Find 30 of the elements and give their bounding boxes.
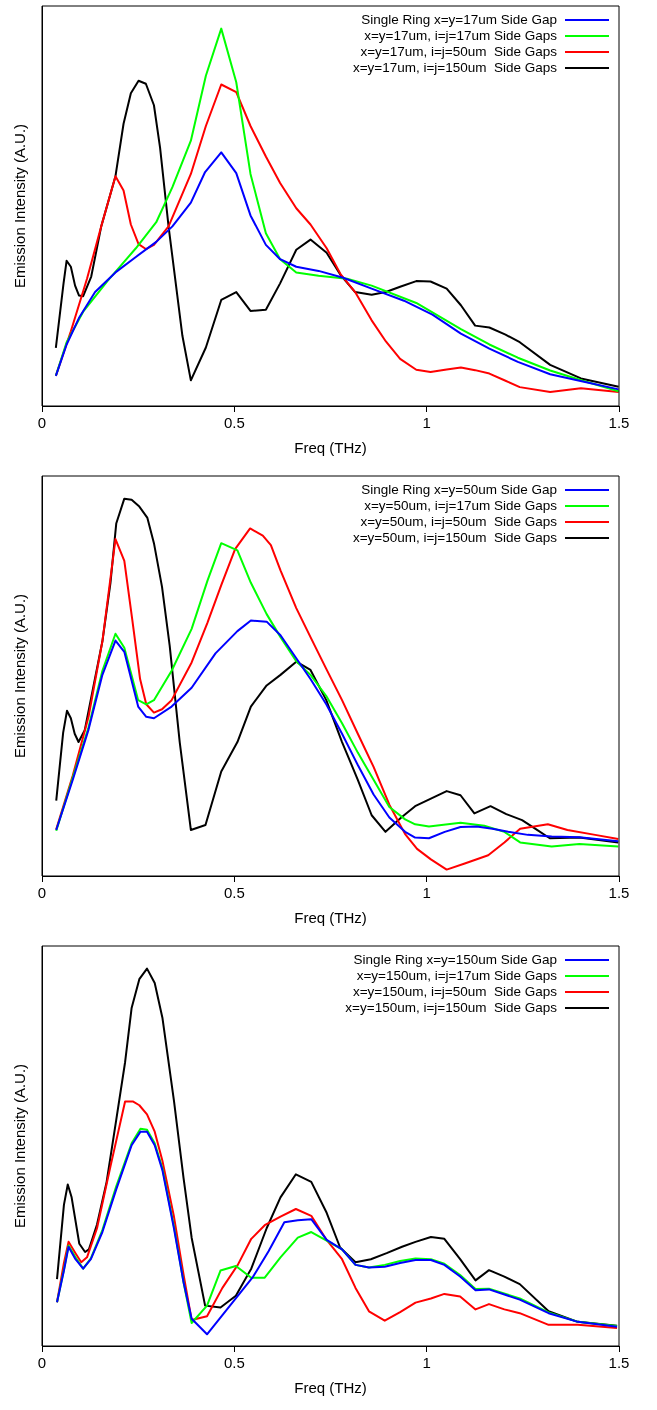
legend-label: x=y=50um, i=j=17um Side Gaps bbox=[364, 498, 557, 514]
legend-label: x=y=150um, i=j=50um Side Gaps bbox=[352, 984, 557, 1000]
y-axis-title: Emission Intensity (A.U.) bbox=[11, 1063, 29, 1229]
x-axis-title: Freq (THz) bbox=[294, 1379, 367, 1397]
x-tick-label: 1.5 bbox=[608, 414, 630, 432]
x-tick-label: 0.5 bbox=[223, 884, 245, 902]
legend-label: x=y=150um, i=j=150um Side Gaps bbox=[345, 1000, 557, 1016]
legend-label: x=y=50um, i=j=50um Side Gaps bbox=[360, 514, 557, 530]
y-axis-title: Emission Intensity (A.U.) bbox=[11, 593, 29, 759]
legend-label: x=y=50um, i=j=150um Side Gaps bbox=[352, 530, 557, 546]
x-tick-label: 1 bbox=[422, 884, 431, 902]
legend-label: Single Ring x=y=17um Side Gap bbox=[361, 12, 557, 28]
x-tick-label: 0 bbox=[37, 1354, 47, 1372]
x-tick-label: 1.5 bbox=[608, 884, 630, 902]
legend-label: x=y=150um, i=j=17um Side Gaps bbox=[356, 968, 557, 984]
x-tick-label: 0.5 bbox=[223, 414, 245, 432]
legend-label: Single Ring x=y=50um Side Gap bbox=[361, 482, 557, 498]
legend-label: Single Ring x=y=150um Side Gap bbox=[353, 952, 557, 968]
legend-label: x=y=17um, i=j=150um Side Gaps bbox=[352, 60, 557, 76]
x-tick-label: 1 bbox=[422, 414, 431, 432]
x-tick-label: 0 bbox=[37, 884, 47, 902]
x-tick-label: 1.5 bbox=[608, 1354, 630, 1372]
x-tick-label: 0.5 bbox=[223, 1354, 245, 1372]
x-tick-label: 0 bbox=[37, 414, 47, 432]
x-tick-label: 1 bbox=[422, 1354, 431, 1372]
legend-label: x=y=17um, i=j=50um Side Gaps bbox=[360, 44, 557, 60]
legend-label: x=y=17um, i=j=17um Side Gaps bbox=[364, 28, 557, 44]
x-axis-title: Freq (THz) bbox=[294, 439, 367, 457]
y-axis-title: Emission Intensity (A.U.) bbox=[11, 123, 29, 289]
x-axis-title: Freq (THz) bbox=[294, 909, 367, 927]
